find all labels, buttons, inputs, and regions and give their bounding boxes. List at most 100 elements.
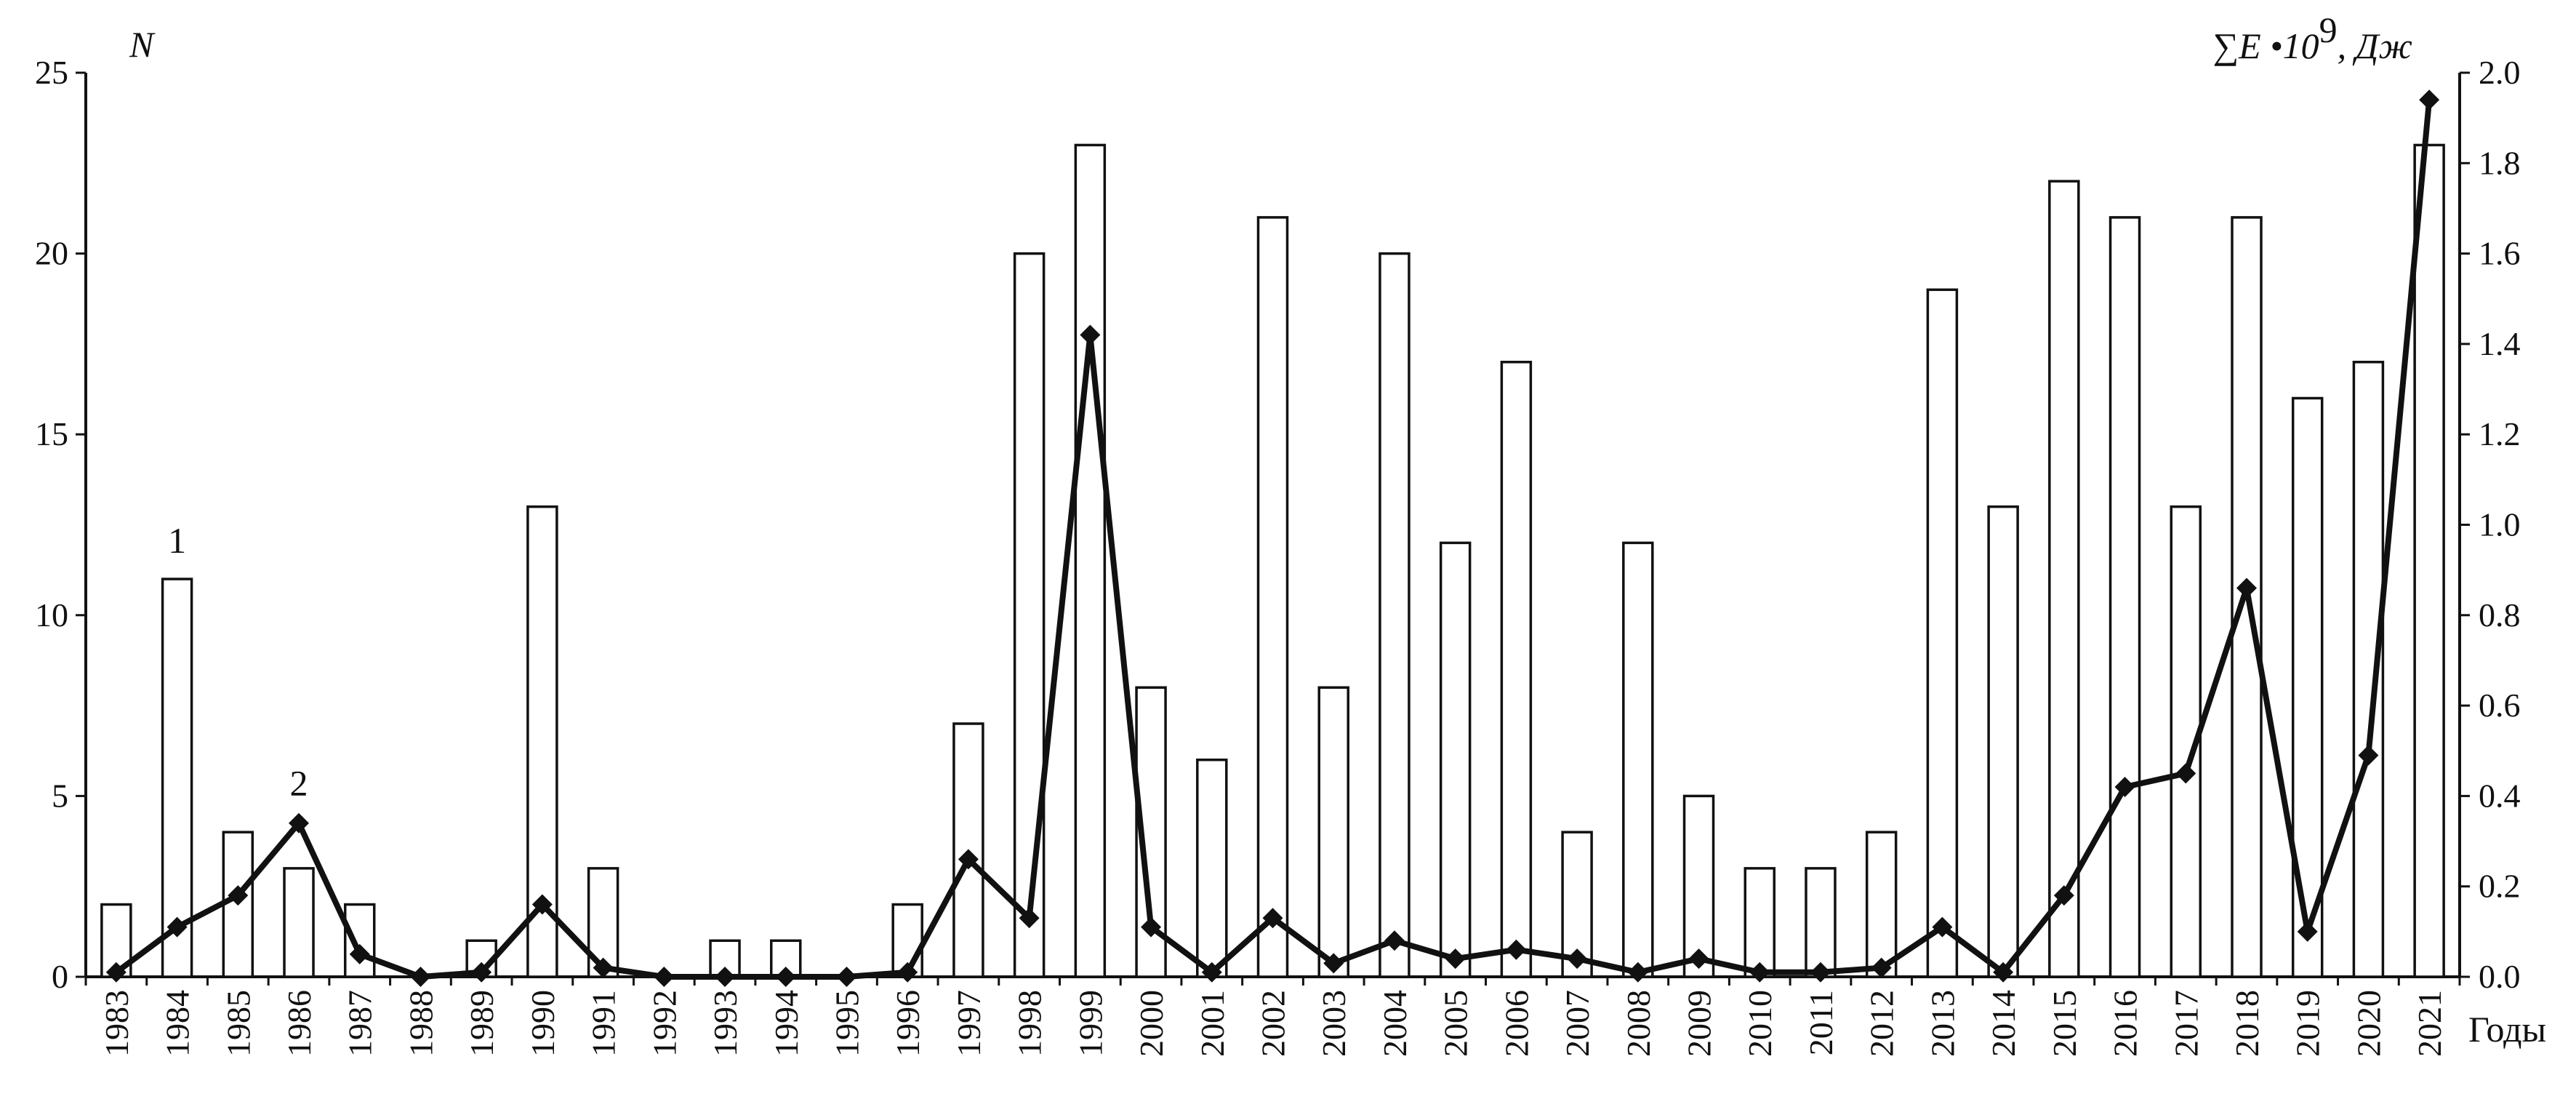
x-tick-label: 1984 (159, 990, 196, 1057)
right-y-axis-title-exponent: 9 (2319, 9, 2338, 50)
x-tick-label: 1989 (463, 990, 500, 1057)
x-tick-label: 2014 (1985, 990, 2022, 1057)
bar-2002 (1256, 216, 1289, 978)
x-tick-label: 2011 (1802, 990, 1839, 1055)
line-point-1990 (531, 894, 553, 915)
right-y-tick-label: 0.4 (2479, 777, 2521, 814)
right-y-tick-label: 0.6 (2479, 687, 2521, 724)
line-point-1995 (836, 967, 857, 987)
bar-2015 (2048, 180, 2080, 978)
x-tick-label: 2009 (1681, 990, 1718, 1057)
left-y-tick-label: 15 (35, 415, 68, 452)
right-y-tick-label: 1.2 (2479, 415, 2521, 452)
bar-2006 (1500, 361, 1533, 978)
right-y-tick-label: 0.8 (2479, 596, 2521, 634)
line-point-2002 (1262, 908, 1283, 929)
line-point-2015 (2053, 885, 2074, 906)
line-point-2013 (1932, 916, 1953, 938)
bar-2009 (1682, 794, 1715, 978)
right-y-tick-label: 0.2 (2479, 868, 2521, 905)
line-point-2017 (2175, 763, 2196, 784)
x-tick-label: 1993 (707, 990, 744, 1057)
x-tick-label: 2019 (2290, 990, 2327, 1057)
bar-2021 (2413, 143, 2445, 978)
x-tick-label: 2015 (2046, 990, 2083, 1057)
x-tick-label: 1986 (281, 990, 318, 1057)
line-point-2006 (1506, 939, 1527, 960)
x-tick-label: 2016 (2107, 990, 2144, 1057)
x-tick-label: 2012 (1863, 990, 1901, 1057)
x-tick-label: 1983 (98, 990, 135, 1057)
line-point-2010 (1749, 962, 1770, 983)
line-point-1988 (410, 967, 431, 987)
left-y-tick-label: 0 (52, 958, 68, 995)
right-y-axis-title-unit: , Дж (2338, 25, 2412, 66)
bar-1998 (1013, 252, 1046, 978)
x-axis-title: Годы (2468, 1009, 2546, 1050)
line-point-2020 (2358, 745, 2379, 766)
bar-series (100, 143, 2445, 978)
line-point-2004 (1384, 930, 1405, 951)
bar-2012 (1865, 831, 1898, 978)
x-tick-label: 1988 (402, 990, 439, 1057)
x-tick-label: 2002 (1255, 990, 1292, 1057)
x-tick-label: 2005 (1437, 990, 1474, 1057)
x-tick-label: 1997 (950, 990, 987, 1057)
line-point-1984 (166, 916, 188, 938)
bar-2004 (1379, 252, 1411, 978)
line-point-2007 (1567, 948, 1588, 970)
line-point-2019 (2297, 921, 2318, 942)
line-point-2014 (1993, 962, 2014, 983)
bar-2013 (1926, 288, 1959, 978)
line-point-2016 (2114, 776, 2135, 797)
right-y-axis-title-main: ∑E •10 (2212, 25, 2319, 66)
line-point-1986 (289, 812, 310, 834)
x-tick-label: 2010 (1741, 990, 1778, 1057)
right-y-axis-title: ∑E •109, Дж (2212, 9, 2412, 66)
x-tick-label: 2007 (1559, 990, 1596, 1057)
left-y-tick-label: 10 (35, 596, 68, 634)
line-point-2005 (1445, 948, 1466, 970)
line-point-1987 (349, 943, 370, 964)
right-y-tick-label: 1.6 (2479, 235, 2521, 272)
annotation-2: 2 (290, 763, 308, 804)
x-tick-label: 1996 (889, 990, 926, 1057)
bar-1999 (1074, 143, 1107, 978)
x-tick-label: 1994 (768, 990, 805, 1057)
x-ticks: 1983 1984 1985 1986 1987 1988 1989 1990 1991 1992… (84, 977, 2461, 1057)
right-y-tick-label: 1.0 (2479, 506, 2521, 543)
line-point-2009 (1688, 948, 1709, 970)
x-tick-label: 2006 (1498, 990, 1535, 1057)
line-series (105, 89, 2440, 987)
left-y-axis-title: N (129, 24, 156, 65)
x-tick-label: 2000 (1133, 990, 1170, 1057)
bar-2014 (1987, 505, 2019, 978)
left-y-tick-label: 20 (35, 235, 68, 272)
line-point-1992 (654, 967, 675, 987)
x-tick-label: 2008 (1620, 990, 1657, 1057)
right-y-tick-label: 1.8 (2479, 144, 2521, 181)
x-tick-label: 1995 (828, 990, 865, 1057)
line-point-1993 (715, 967, 736, 987)
x-tick-label: 1992 (646, 990, 683, 1057)
left-y-tick-label: 25 (35, 54, 68, 91)
line-point-1996 (897, 962, 918, 983)
x-tick-label: 2021 (2411, 990, 2448, 1057)
x-tick-label: 2020 (2350, 990, 2387, 1057)
line-point-2018 (2236, 578, 2257, 599)
x-tick-label: 1998 (1011, 990, 1048, 1057)
right-y-ticks: 0.0 0.2 0.4 0.6 0.8 1.0 1.2 1.4 1.6 1.8 2.0 (2460, 54, 2521, 995)
left-y-ticks: 0 5 10 15 20 25 (35, 54, 86, 995)
line-point-1998 (1019, 908, 1040, 929)
line-point-2021 (2419, 89, 2440, 111)
bar-2005 (1439, 541, 1472, 978)
x-tick-label: 1991 (585, 990, 622, 1057)
line-point-1983 (105, 962, 127, 983)
right-y-tick-label: 1.4 (2479, 325, 2521, 362)
right-y-tick-label: 2.0 (2479, 54, 2521, 91)
bar-2011 (1805, 867, 1837, 978)
bar-1986 (283, 867, 315, 978)
line-point-2000 (1141, 916, 1162, 938)
x-tick-label: 2017 (2167, 990, 2204, 1057)
